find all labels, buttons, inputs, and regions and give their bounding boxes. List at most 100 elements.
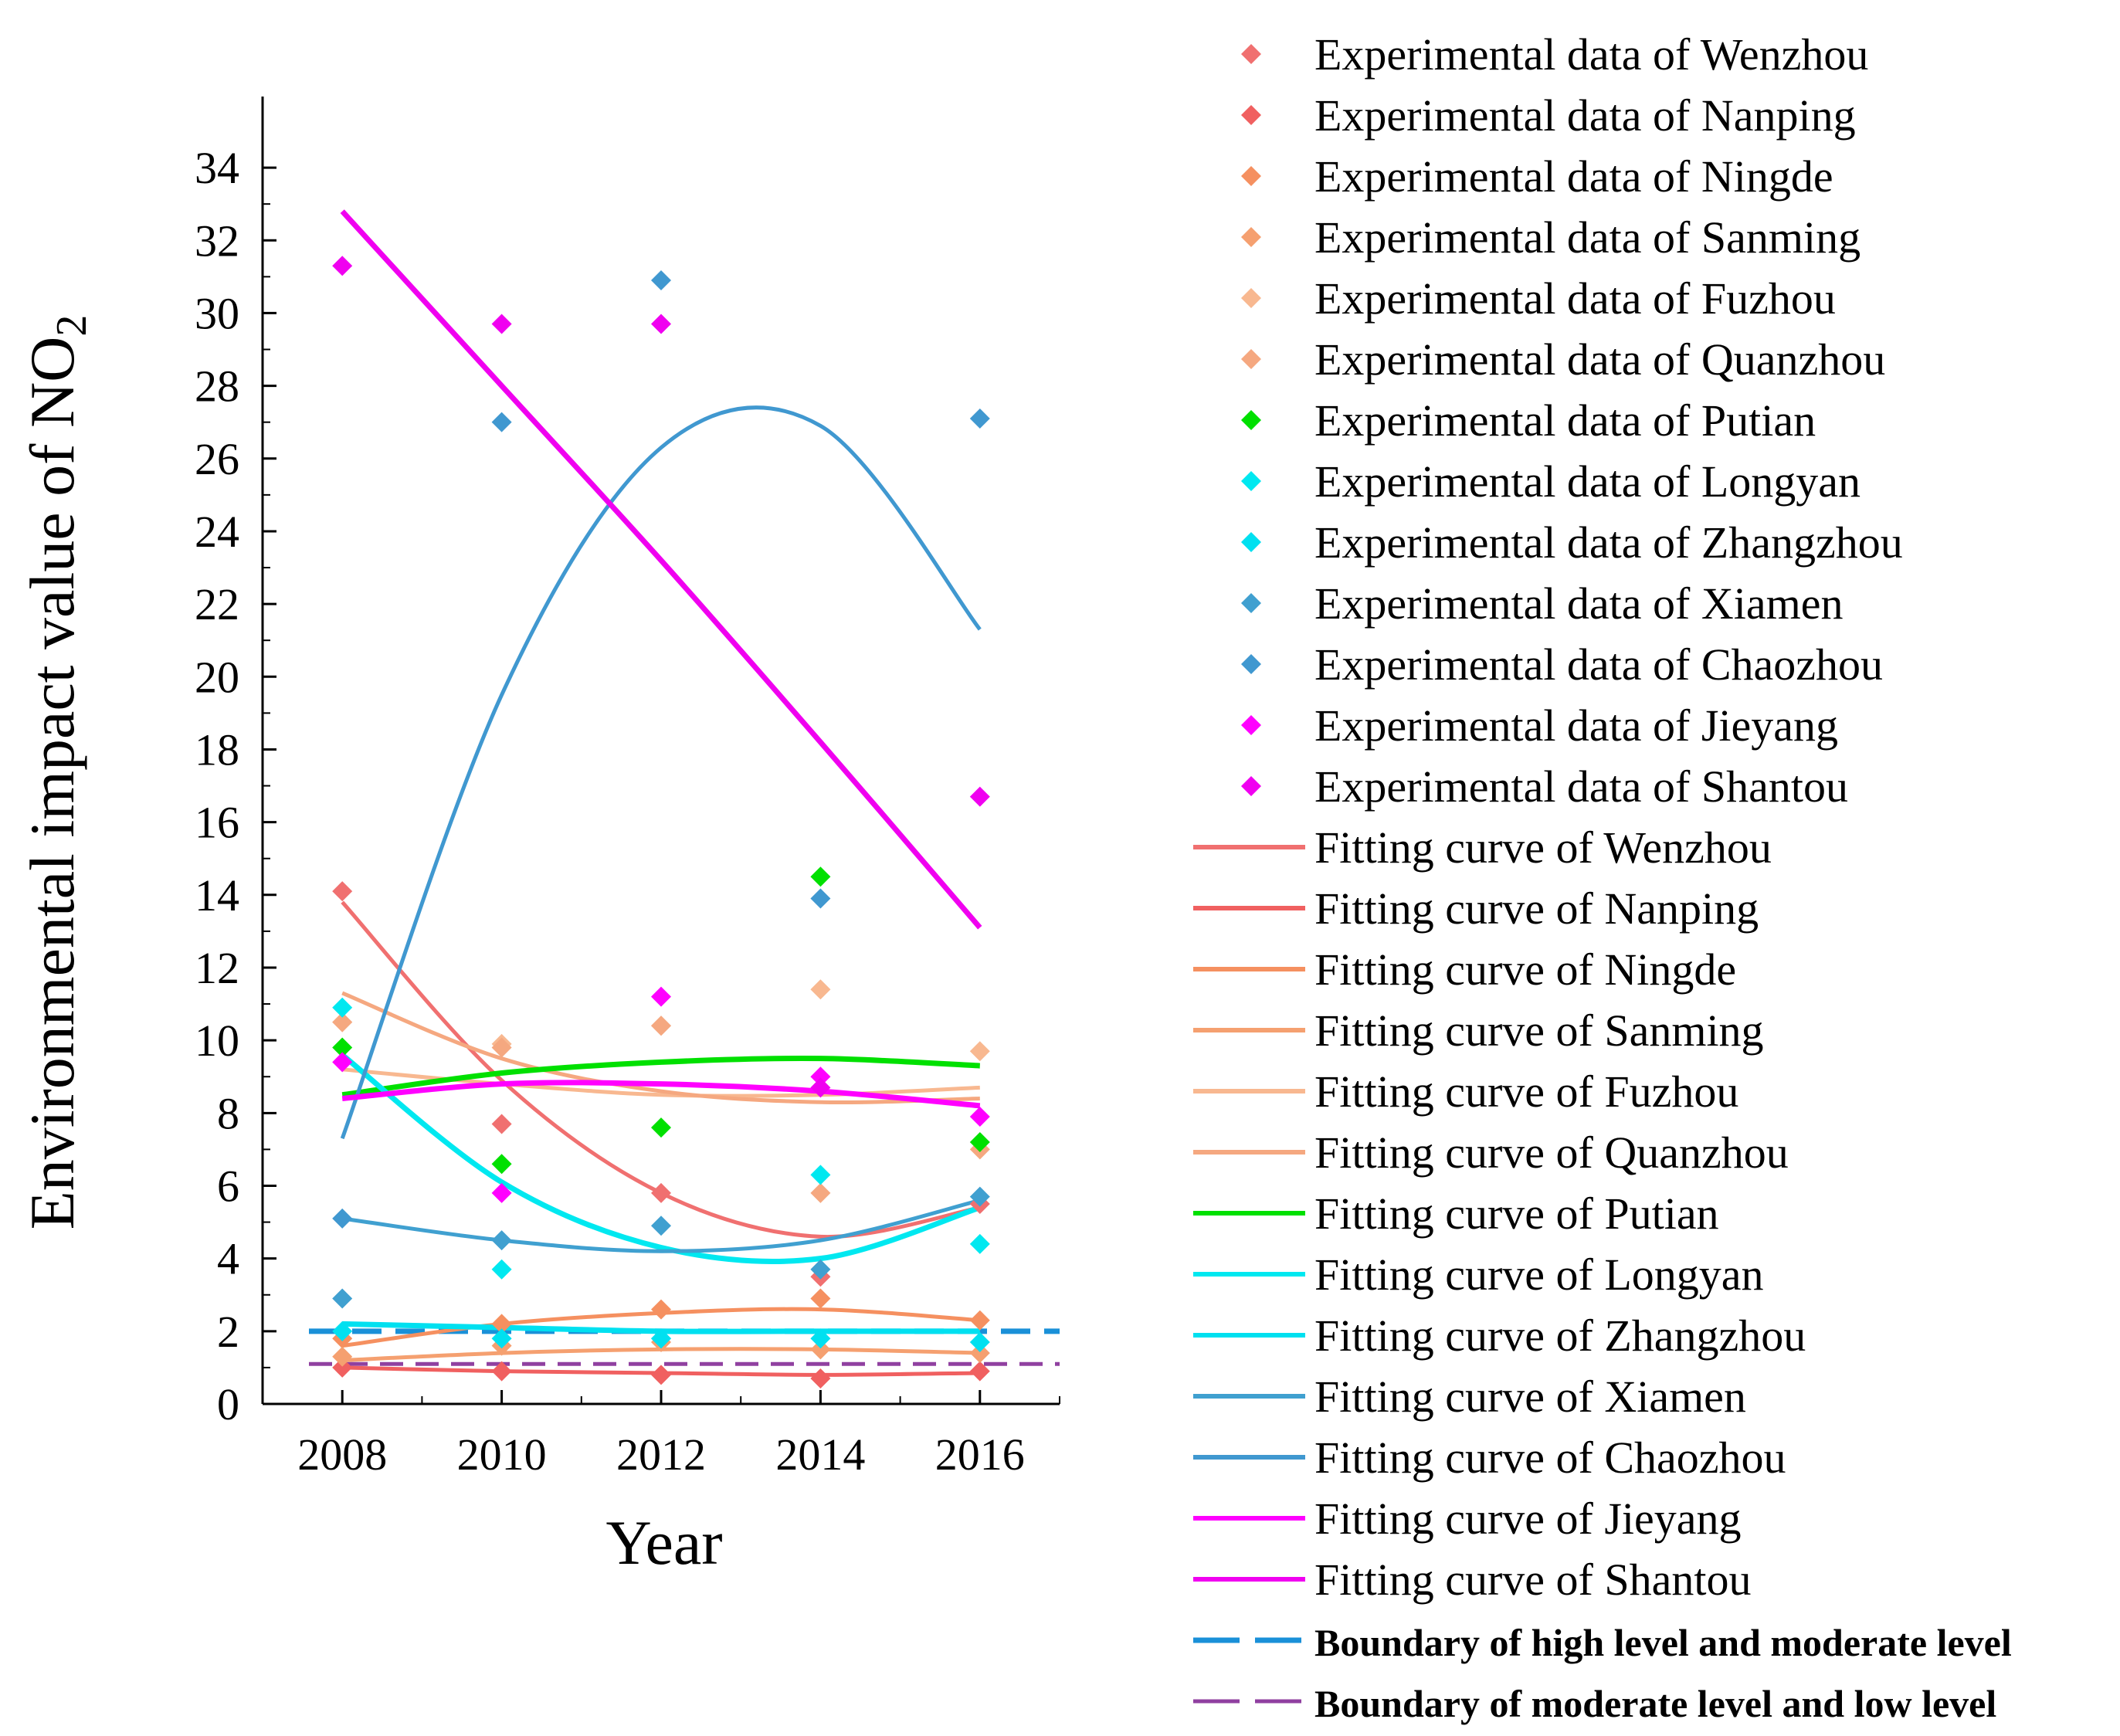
legend-label-fitting-curve-of-longyan: Fitting curve of Longyan: [1314, 1249, 1764, 1300]
fit-curve-shantou: [340, 209, 982, 930]
data-point-shantou: [969, 786, 990, 807]
data-point-chaozhou: [969, 408, 990, 429]
data-point-longyan: [332, 997, 353, 1018]
data-point-chaozhou: [651, 270, 671, 291]
data-point-wenzhou: [332, 881, 353, 902]
legend-label-fitting-curve-of-shantou: Fitting curve of Shantou: [1314, 1555, 1751, 1605]
legend-label-fitting-curve-of-jieyang: Fitting curve of Jieyang: [1314, 1494, 1742, 1544]
data-point-quanzhou: [810, 1182, 831, 1203]
data-point-jieyang: [491, 1182, 512, 1203]
fit-curve-longyan: [341, 1053, 981, 1264]
data-point-putian: [969, 1131, 990, 1152]
data-point-jieyang: [332, 1052, 353, 1073]
legend-marker-experimental-data-of-ningde: [1241, 166, 1261, 186]
legend-label-fitting-curve-of-nanping: Fitting curve of Nanping: [1314, 883, 1759, 934]
legend-marker-experimental-data-of-xiamen: [1241, 593, 1261, 613]
data-point-xiamen: [651, 1216, 671, 1236]
legend-marker-experimental-data-of-quanzhou: [1241, 349, 1261, 369]
legend-label-experimental-data-of-nanping: Experimental data of Nanping: [1314, 90, 1856, 141]
data-point-longyan: [969, 1233, 990, 1254]
data-point-shantou: [810, 1077, 831, 1098]
x-tick-label: 2008: [297, 1429, 387, 1480]
legend-label-experimental-data-of-zhangzhou: Experimental data of Zhangzhou: [1314, 517, 1903, 568]
legend-label-fitting-curve-of-chaozhou: Fitting curve of Chaozhou: [1314, 1433, 1786, 1483]
y-tick-label: 22: [195, 579, 239, 629]
y-tick-label: 28: [195, 361, 239, 412]
data-point-fuzhou: [810, 979, 831, 1000]
legend-label-fitting-curve-of-putian: Fitting curve of Putian: [1314, 1188, 1719, 1239]
data-point-nanping: [491, 1361, 512, 1382]
legend-marker-experimental-data-of-zhangzhou: [1241, 532, 1261, 552]
data-point-sanming: [969, 1343, 990, 1364]
data-point-zhangzhou: [810, 1328, 831, 1349]
legend-label-experimental-data-of-xiamen: Experimental data of Xiamen: [1314, 578, 1843, 629]
data-point-wenzhou: [491, 1114, 512, 1134]
data-point-chaozhou: [332, 1208, 353, 1229]
legend-label-experimental-data-of-sanming: Experimental data of Sanming: [1314, 212, 1861, 263]
data-point-putian: [491, 1154, 512, 1175]
data-point-xiamen: [810, 1259, 831, 1280]
data-point-putian: [651, 1117, 671, 1138]
fit-curve-quanzhou: [341, 991, 980, 1104]
y-tick-label: 8: [217, 1088, 239, 1138]
legend-label-fitting-curve-of-fuzhou: Fitting curve of Fuzhou: [1314, 1066, 1738, 1117]
legend-label-boundary-of-high-level-and-moderate-level: Boundary of high level and moderate leve…: [1314, 1621, 2012, 1664]
legend-label-experimental-data-of-wenzhou: Experimental data of Wenzhou: [1314, 29, 1868, 80]
data-point-xiamen: [491, 1230, 512, 1251]
data-point-longyan: [491, 1259, 512, 1280]
y-tick-label: 32: [195, 215, 239, 266]
legend-label-experimental-data-of-shantou: Experimental data of Shantou: [1314, 761, 1848, 812]
fit-curve-xiamen: [341, 1198, 981, 1253]
data-point-jieyang: [969, 1107, 990, 1127]
data-point-zhangzhou: [332, 1321, 353, 1341]
legend-label-fitting-curve-of-xiamen: Fitting curve of Xiamen: [1314, 1372, 1746, 1422]
data-point-fuzhou: [969, 1041, 990, 1062]
legend-label-experimental-data-of-putian: Experimental data of Putian: [1314, 395, 1816, 446]
legend-label-experimental-data-of-quanzhou: Experimental data of Quanzhou: [1314, 334, 1885, 385]
data-point-putian: [332, 1037, 353, 1058]
legend-label-fitting-curve-of-sanming: Fitting curve of Sanming: [1314, 1005, 1764, 1056]
fit-curve-jieyang: [341, 1080, 981, 1109]
data-point-shantou: [491, 314, 512, 334]
data-point-putian: [810, 866, 831, 887]
data-point-wenzhou: [651, 1182, 671, 1203]
data-point-nanping: [810, 1368, 831, 1389]
data-point-sanming: [332, 1346, 353, 1367]
data-point-quanzhou: [651, 1015, 671, 1036]
data-point-nanping: [969, 1361, 990, 1382]
y-tick-label: 4: [217, 1234, 239, 1284]
y-tick-label: 18: [195, 724, 239, 775]
legend-label-experimental-data-of-jieyang: Experimental data of Jieyang: [1314, 700, 1838, 751]
data-point-shantou: [651, 314, 671, 334]
data-point-xiamen: [969, 1186, 990, 1207]
y-tick-label: 12: [195, 943, 239, 993]
data-point-ningde: [651, 1299, 671, 1320]
plot-area: [309, 209, 1060, 1389]
legend-marker-experimental-data-of-wenzhou: [1241, 44, 1261, 64]
y-tick-label: 2: [217, 1307, 239, 1357]
data-point-chaozhou: [491, 412, 512, 432]
x-axis-title: Year: [605, 1507, 722, 1578]
fit-curve-chaozhou: [340, 405, 982, 1140]
data-point-quanzhou: [491, 1037, 512, 1058]
y-tick-label: 6: [217, 1161, 239, 1211]
legend-label-experimental-data-of-ningde: Experimental data of Ningde: [1314, 151, 1833, 202]
y-tick-label: 10: [195, 1015, 239, 1066]
y-tick-label: 26: [195, 434, 239, 484]
y-tick-label: 0: [217, 1379, 239, 1429]
data-point-quanzhou: [332, 1012, 353, 1032]
data-point-nanping: [332, 1357, 353, 1378]
y-tick-label: 30: [195, 288, 239, 338]
legend-marker-experimental-data-of-jieyang: [1241, 715, 1261, 735]
legend-label-experimental-data-of-longyan: Experimental data of Longyan: [1314, 456, 1861, 507]
y-tick-label: 16: [195, 798, 239, 848]
data-point-shantou: [332, 256, 353, 276]
y-tick-label: 34: [195, 143, 239, 193]
y-tick-label: 14: [195, 870, 239, 921]
data-point-ningde: [969, 1310, 990, 1331]
y-tick-label: 24: [195, 507, 239, 557]
x-tick-label: 2010: [457, 1429, 547, 1480]
legend-marker-experimental-data-of-chaozhou: [1241, 654, 1261, 674]
data-point-xiamen: [332, 1288, 353, 1309]
